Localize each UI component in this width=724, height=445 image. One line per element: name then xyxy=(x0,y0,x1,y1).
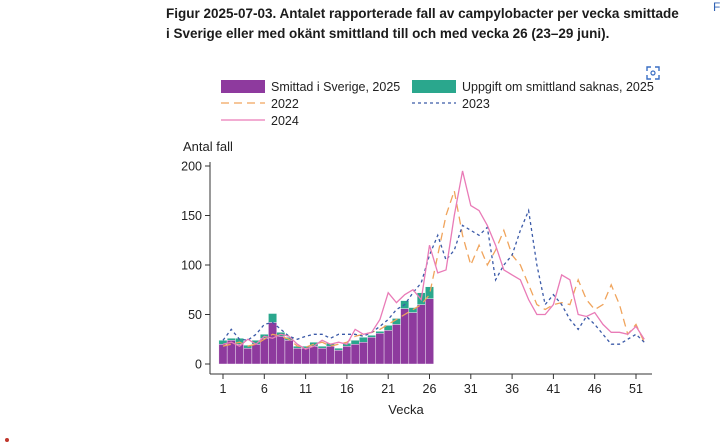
legend-label-sverige: Smittad i Sverige, 2025 xyxy=(271,80,400,94)
bar-week-18-sverige xyxy=(359,342,368,365)
legend-label-2023: 2023 xyxy=(462,97,490,111)
x-tick-label-36: 36 xyxy=(505,382,519,396)
bar-week-15-sverige xyxy=(334,349,343,365)
legend-swatch-sverige xyxy=(221,80,265,93)
bar-week-2-saknas xyxy=(226,338,236,341)
bar-week-3-sverige xyxy=(235,344,244,365)
bar-week-18-saknas xyxy=(359,337,368,343)
bar-week-20-saknas xyxy=(375,331,385,334)
caption-line-1: Figur 2025-07-03. Antalet rapporterade f… xyxy=(166,6,679,21)
bar-layer xyxy=(218,286,434,365)
bar-week-25-sverige xyxy=(416,304,426,365)
chart-legend: Smittad i Sverige, 2025 Uppgift om smitt… xyxy=(221,80,654,128)
y-tick-label-50: 50 xyxy=(188,308,202,322)
bar-week-24-sverige xyxy=(408,312,418,365)
x-axis-title: Vecka xyxy=(388,402,424,417)
bar-week-22-sverige xyxy=(392,324,401,365)
x-tick-label-1: 1 xyxy=(220,382,227,396)
bar-week-11-sverige xyxy=(301,347,310,365)
bar-week-19-saknas xyxy=(367,335,377,338)
figure-caption: Figur 2025-07-03. Antalet rapporterade f… xyxy=(166,4,714,44)
bar-week-21-sverige xyxy=(383,330,393,365)
y-axis-title: Antal fall xyxy=(183,139,233,154)
bar-week-16-sverige xyxy=(342,345,352,365)
x-tick-label-26: 26 xyxy=(423,382,437,396)
bar-week-20-sverige xyxy=(375,333,385,365)
x-tick-label-11: 11 xyxy=(299,382,312,396)
bar-week-12-sverige xyxy=(309,345,319,365)
line-series-2024 xyxy=(222,170,645,350)
bar-week-17-saknas xyxy=(350,340,360,345)
bar-week-17-sverige xyxy=(350,344,360,365)
line-series-2023 xyxy=(222,208,645,345)
bar-week-23-sverige xyxy=(400,308,410,365)
y-tick-label-100: 100 xyxy=(181,259,202,273)
bar-week-8-sverige xyxy=(276,336,286,365)
y-tick-label-200: 200 xyxy=(181,160,202,174)
bar-week-13-saknas xyxy=(317,345,327,349)
x-tick-label-41: 41 xyxy=(546,382,560,396)
x-tick-label-51: 51 xyxy=(629,382,643,396)
legend-label-2024: 2024 xyxy=(271,114,299,128)
corner-marker xyxy=(5,438,9,442)
x-tick-label-16: 16 xyxy=(340,382,354,396)
bar-week-26-sverige xyxy=(425,298,434,365)
expand-icon[interactable] xyxy=(645,65,661,81)
legend-label-saknas: Uppgift om smittland saknas, 2025 xyxy=(462,80,654,94)
x-tick-label-21: 21 xyxy=(381,382,395,396)
bar-week-19-sverige xyxy=(367,337,377,365)
legend-swatch-saknas xyxy=(412,80,456,93)
line-series-2022 xyxy=(222,188,645,348)
x-tick-label-6: 6 xyxy=(261,382,268,396)
bar-week-10-sverige xyxy=(293,347,302,365)
line-layer xyxy=(222,170,645,350)
bar-week-14-sverige xyxy=(326,345,335,365)
x-tick-label-31: 31 xyxy=(464,382,478,396)
bar-week-7-saknas xyxy=(268,313,277,323)
bar-week-13-sverige xyxy=(317,347,327,365)
bar-week-5-sverige xyxy=(251,344,261,365)
cut-off-edge-text: F xyxy=(713,0,721,14)
bar-week-26-saknas xyxy=(425,286,434,299)
bar-week-7-sverige xyxy=(268,322,277,365)
y-tick-label-150: 150 xyxy=(181,209,202,223)
caption-line-2: i Sverige eller med okänt smittland till… xyxy=(166,26,610,41)
bar-week-6-sverige xyxy=(259,338,269,365)
x-tick-label-46: 46 xyxy=(588,382,602,396)
legend-label-2022: 2022 xyxy=(271,97,299,111)
bar-week-1-sverige xyxy=(218,344,228,365)
bar-week-9-sverige xyxy=(284,340,294,365)
bar-week-15-saknas xyxy=(334,347,343,351)
y-tick-label-0: 0 xyxy=(195,358,202,372)
bar-week-4-sverige xyxy=(243,347,253,365)
